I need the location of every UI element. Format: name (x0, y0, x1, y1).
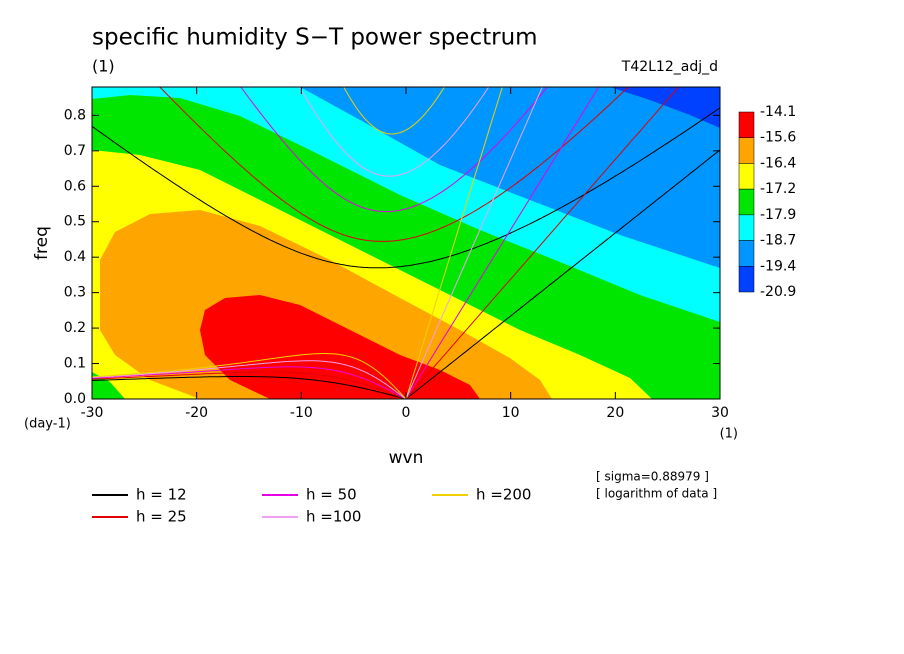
colorbar-label: -17.2 (760, 181, 796, 197)
dispersion-curve (92, 353, 407, 399)
run-label: T42L12_adj_d (621, 59, 718, 75)
x-tick-label: -30 (81, 405, 104, 421)
legend-label: h = 50 (306, 486, 357, 504)
dispersion-curves (92, 87, 720, 399)
dispersion-curve (343, 87, 445, 135)
y-tick-label: 0.7 (64, 143, 86, 159)
y-unit: (day-1) (24, 417, 71, 432)
y-tick-label: 0.8 (64, 107, 86, 123)
x-tick-label: -20 (185, 405, 208, 421)
legend-label: h =200 (476, 486, 531, 504)
y-tick-label: 0.2 (64, 320, 86, 336)
dispersion-curve (92, 371, 407, 399)
dispersion-curve (405, 149, 720, 399)
dispersion-curve (298, 87, 490, 177)
colorbar-label: -17.9 (760, 207, 796, 223)
dispersion-curve (405, 87, 680, 399)
x-tick-label: 10 (502, 405, 520, 421)
x-axis-label: wvn (389, 448, 424, 468)
note: [ sigma=0.88979 ] (596, 470, 709, 484)
dispersion-curve (92, 366, 407, 399)
note: [ logarithm of data ] (596, 487, 717, 501)
dispersion-curve (405, 87, 600, 399)
dispersion-curve (92, 107, 720, 269)
y-tick-label: 0.0 (64, 391, 86, 407)
colorbar-box (738, 188, 755, 216)
dispersion-curve (405, 87, 503, 399)
x-tick-label: -10 (290, 405, 313, 421)
colorbar-box (738, 240, 755, 267)
legend-label: h =100 (306, 508, 361, 526)
axes: -30 -20 -10 0 10 20 30 0.0 0.1 0.2 0.3 0.4 0.5 0.6 0.7… (64, 86, 729, 421)
contour-field (92, 87, 720, 399)
colorbar-box (738, 111, 755, 138)
y-tick-label: 0.3 (64, 285, 86, 301)
y-axis-label: freq (32, 226, 52, 260)
colorbar-label: -19.4 (760, 258, 796, 274)
dispersion-curve (92, 360, 407, 399)
colorbar-label: -16.4 (760, 155, 796, 171)
legend-label: h = 12 (136, 486, 187, 504)
y-tick-label: 0.6 (64, 178, 86, 194)
x-tick-label: 0 (402, 405, 411, 421)
colorbar-box (738, 266, 755, 293)
x-tick-label: 30 (711, 405, 729, 421)
colorbar-label: -20.9 (760, 284, 796, 300)
dispersion-curve (159, 87, 630, 242)
colorbar-box (738, 163, 755, 190)
colorbar-box (738, 214, 755, 241)
legend-label: h = 25 (136, 508, 187, 526)
dispersion-curve (92, 376, 407, 399)
colorbar-box (738, 137, 755, 164)
x-unit: (1) (720, 427, 738, 442)
dispersion-curve (240, 87, 548, 213)
colorbar-label: -18.7 (760, 233, 796, 249)
x-tick-label: 20 (606, 405, 624, 421)
y-tick-label: 0.5 (64, 214, 86, 230)
colorbar-label: -15.6 (760, 130, 796, 146)
y-tick-label: 0.4 (64, 249, 86, 265)
chart-title: specific humidity S−T power spectrum (92, 25, 538, 51)
contour-band (200, 295, 480, 399)
colorbar-label: -14.1 (760, 104, 796, 120)
y-tick-label: 0.1 (64, 356, 86, 372)
dispersion-curve (405, 87, 543, 399)
subtitle: (1) (92, 57, 115, 76)
